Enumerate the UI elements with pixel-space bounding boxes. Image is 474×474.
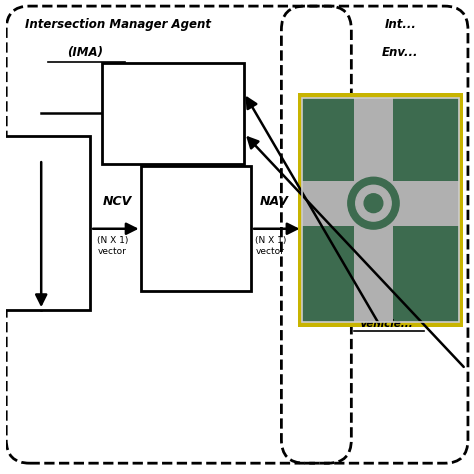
Circle shape — [364, 194, 383, 213]
Text: Env...: Env... — [382, 46, 419, 59]
Bar — [354, 98, 393, 322]
Text: Vehicle...: Vehicle... — [359, 319, 413, 329]
Text: predictor: predictor — [146, 120, 200, 133]
Text: ollision: ollision — [30, 169, 67, 179]
Text: (N X 1)
vector: (N X 1) vector — [255, 236, 286, 256]
Text: NCV: NCV — [36, 240, 61, 250]
Text: Intersection Manager Agent: Intersection Manager Agent — [25, 18, 211, 31]
FancyBboxPatch shape — [302, 98, 459, 322]
FancyBboxPatch shape — [102, 63, 244, 164]
Bar — [302, 181, 459, 226]
FancyBboxPatch shape — [298, 93, 463, 327]
FancyBboxPatch shape — [141, 166, 251, 291]
Text: (N X 1)
vector: (N X 1) vector — [97, 236, 128, 256]
Text: (FLC): (FLC) — [181, 236, 212, 248]
FancyBboxPatch shape — [4, 136, 90, 310]
Circle shape — [356, 185, 391, 221]
Text: Int...: Int... — [384, 18, 416, 31]
Text: NCV: NCV — [102, 194, 132, 208]
Text: (IMA): (IMA) — [67, 46, 103, 59]
Text: culator: culator — [30, 275, 66, 285]
Text: NAV: NAV — [260, 194, 289, 208]
Text: etector: etector — [29, 204, 67, 214]
Circle shape — [348, 177, 399, 229]
Text: Trajectory: Trajectory — [144, 93, 202, 106]
Text: Controller: Controller — [167, 208, 226, 221]
